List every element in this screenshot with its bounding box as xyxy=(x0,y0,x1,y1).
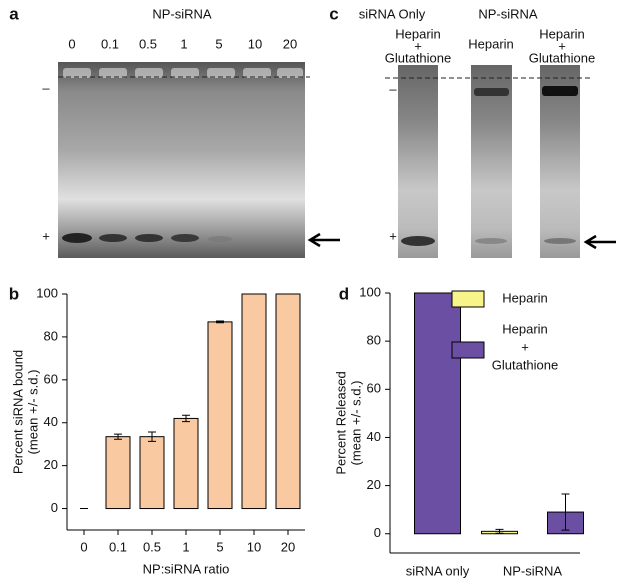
gel-title: NP-siRNA xyxy=(152,6,212,21)
y-tick-label: 80 xyxy=(367,333,381,348)
lane-label: 20 xyxy=(283,36,297,51)
y-tick-label: 40 xyxy=(44,414,58,429)
lane-label: 1 xyxy=(180,36,187,51)
bar xyxy=(414,292,461,535)
y-axis-label: Percent Released xyxy=(333,371,348,474)
x-tick-label: 20 xyxy=(281,539,295,554)
lane-label: Heparin xyxy=(395,26,441,41)
lane-label: 10 xyxy=(248,36,262,51)
legend-label: Heparin xyxy=(502,290,548,305)
x-tick-label: 1 xyxy=(182,539,189,554)
y-tick-label: 100 xyxy=(36,285,58,300)
legend-label: Heparin xyxy=(502,321,548,336)
polarity: – xyxy=(42,80,50,95)
group-label: NP-siRNA xyxy=(478,6,538,21)
gel-lane xyxy=(398,65,438,258)
bar xyxy=(207,321,233,510)
bar xyxy=(105,436,131,510)
x-tick-label: NP-siRNA xyxy=(503,563,563,578)
polarity: – xyxy=(389,81,397,96)
error-bar xyxy=(114,433,122,440)
legend-label: + xyxy=(521,339,529,354)
error-bar xyxy=(182,414,190,423)
x-tick-label: 5 xyxy=(216,539,223,554)
lane-label: 0 xyxy=(68,36,75,51)
lane-label: Heparin xyxy=(539,26,585,41)
error-bar xyxy=(495,528,504,534)
x-axis-label: NP:siRNA ratio xyxy=(143,561,230,576)
panel-label: b xyxy=(9,284,19,303)
error-bar xyxy=(148,431,156,442)
x-tick-label: 0.5 xyxy=(143,539,161,554)
panel-label: a xyxy=(9,4,19,23)
lane-label: Heparin xyxy=(468,36,514,51)
x-tick-label: 0 xyxy=(80,539,87,554)
polarity: + xyxy=(42,228,50,243)
y-tick-label: 80 xyxy=(44,328,58,343)
y-tick-label: 40 xyxy=(367,429,381,444)
y-tick-label: 60 xyxy=(367,381,381,396)
y-tick-label: 0 xyxy=(374,525,381,540)
gel-a xyxy=(58,62,340,258)
wells xyxy=(62,68,303,243)
gel-c xyxy=(385,65,616,258)
lane-label: + xyxy=(414,38,422,53)
x-tick-label: 0.1 xyxy=(109,539,127,554)
error-bar xyxy=(561,493,570,531)
x-tick-label: 10 xyxy=(247,539,261,554)
lane-label: 5 xyxy=(215,36,222,51)
panel-label: c xyxy=(329,4,338,23)
gel-image xyxy=(58,62,305,258)
y-tick-label: 0 xyxy=(51,500,58,515)
bar xyxy=(241,293,267,510)
band xyxy=(544,238,576,244)
band xyxy=(474,88,509,96)
y-tick-label: 20 xyxy=(44,457,58,472)
x-tick-label: siRNA only xyxy=(406,563,470,578)
gel-lane xyxy=(471,65,512,258)
lane-label: 0.1 xyxy=(101,36,119,51)
band xyxy=(542,86,578,96)
error-bar xyxy=(216,320,224,324)
gel-lane xyxy=(540,65,580,258)
lane-label: + xyxy=(558,38,566,53)
band xyxy=(475,238,507,244)
y-axis-label: (mean +/- s.d.) xyxy=(348,381,363,466)
lane-label: 0.5 xyxy=(139,36,157,51)
lane-label: Glutathione xyxy=(529,50,596,65)
band xyxy=(401,236,435,246)
y-tick-label: 20 xyxy=(367,477,381,492)
y-axis-label: (mean +/- s.d.) xyxy=(25,370,40,455)
lane-label: Glutathione xyxy=(385,50,452,65)
bar xyxy=(173,417,199,510)
bar xyxy=(139,436,165,510)
legend-label: Glutathione xyxy=(492,357,559,372)
legend-swatch xyxy=(451,290,485,308)
y-tick-label: 60 xyxy=(44,371,58,386)
arrow xyxy=(307,232,340,248)
y-tick-label: 100 xyxy=(359,284,381,299)
panel-label: d xyxy=(339,284,349,303)
polarity: + xyxy=(389,228,397,243)
bar xyxy=(275,293,301,510)
legend-swatch xyxy=(451,341,485,359)
y-axis-label: Percent siRNA bound xyxy=(10,350,25,474)
arrow xyxy=(583,234,616,250)
group-label: siRNA Only xyxy=(359,6,426,21)
